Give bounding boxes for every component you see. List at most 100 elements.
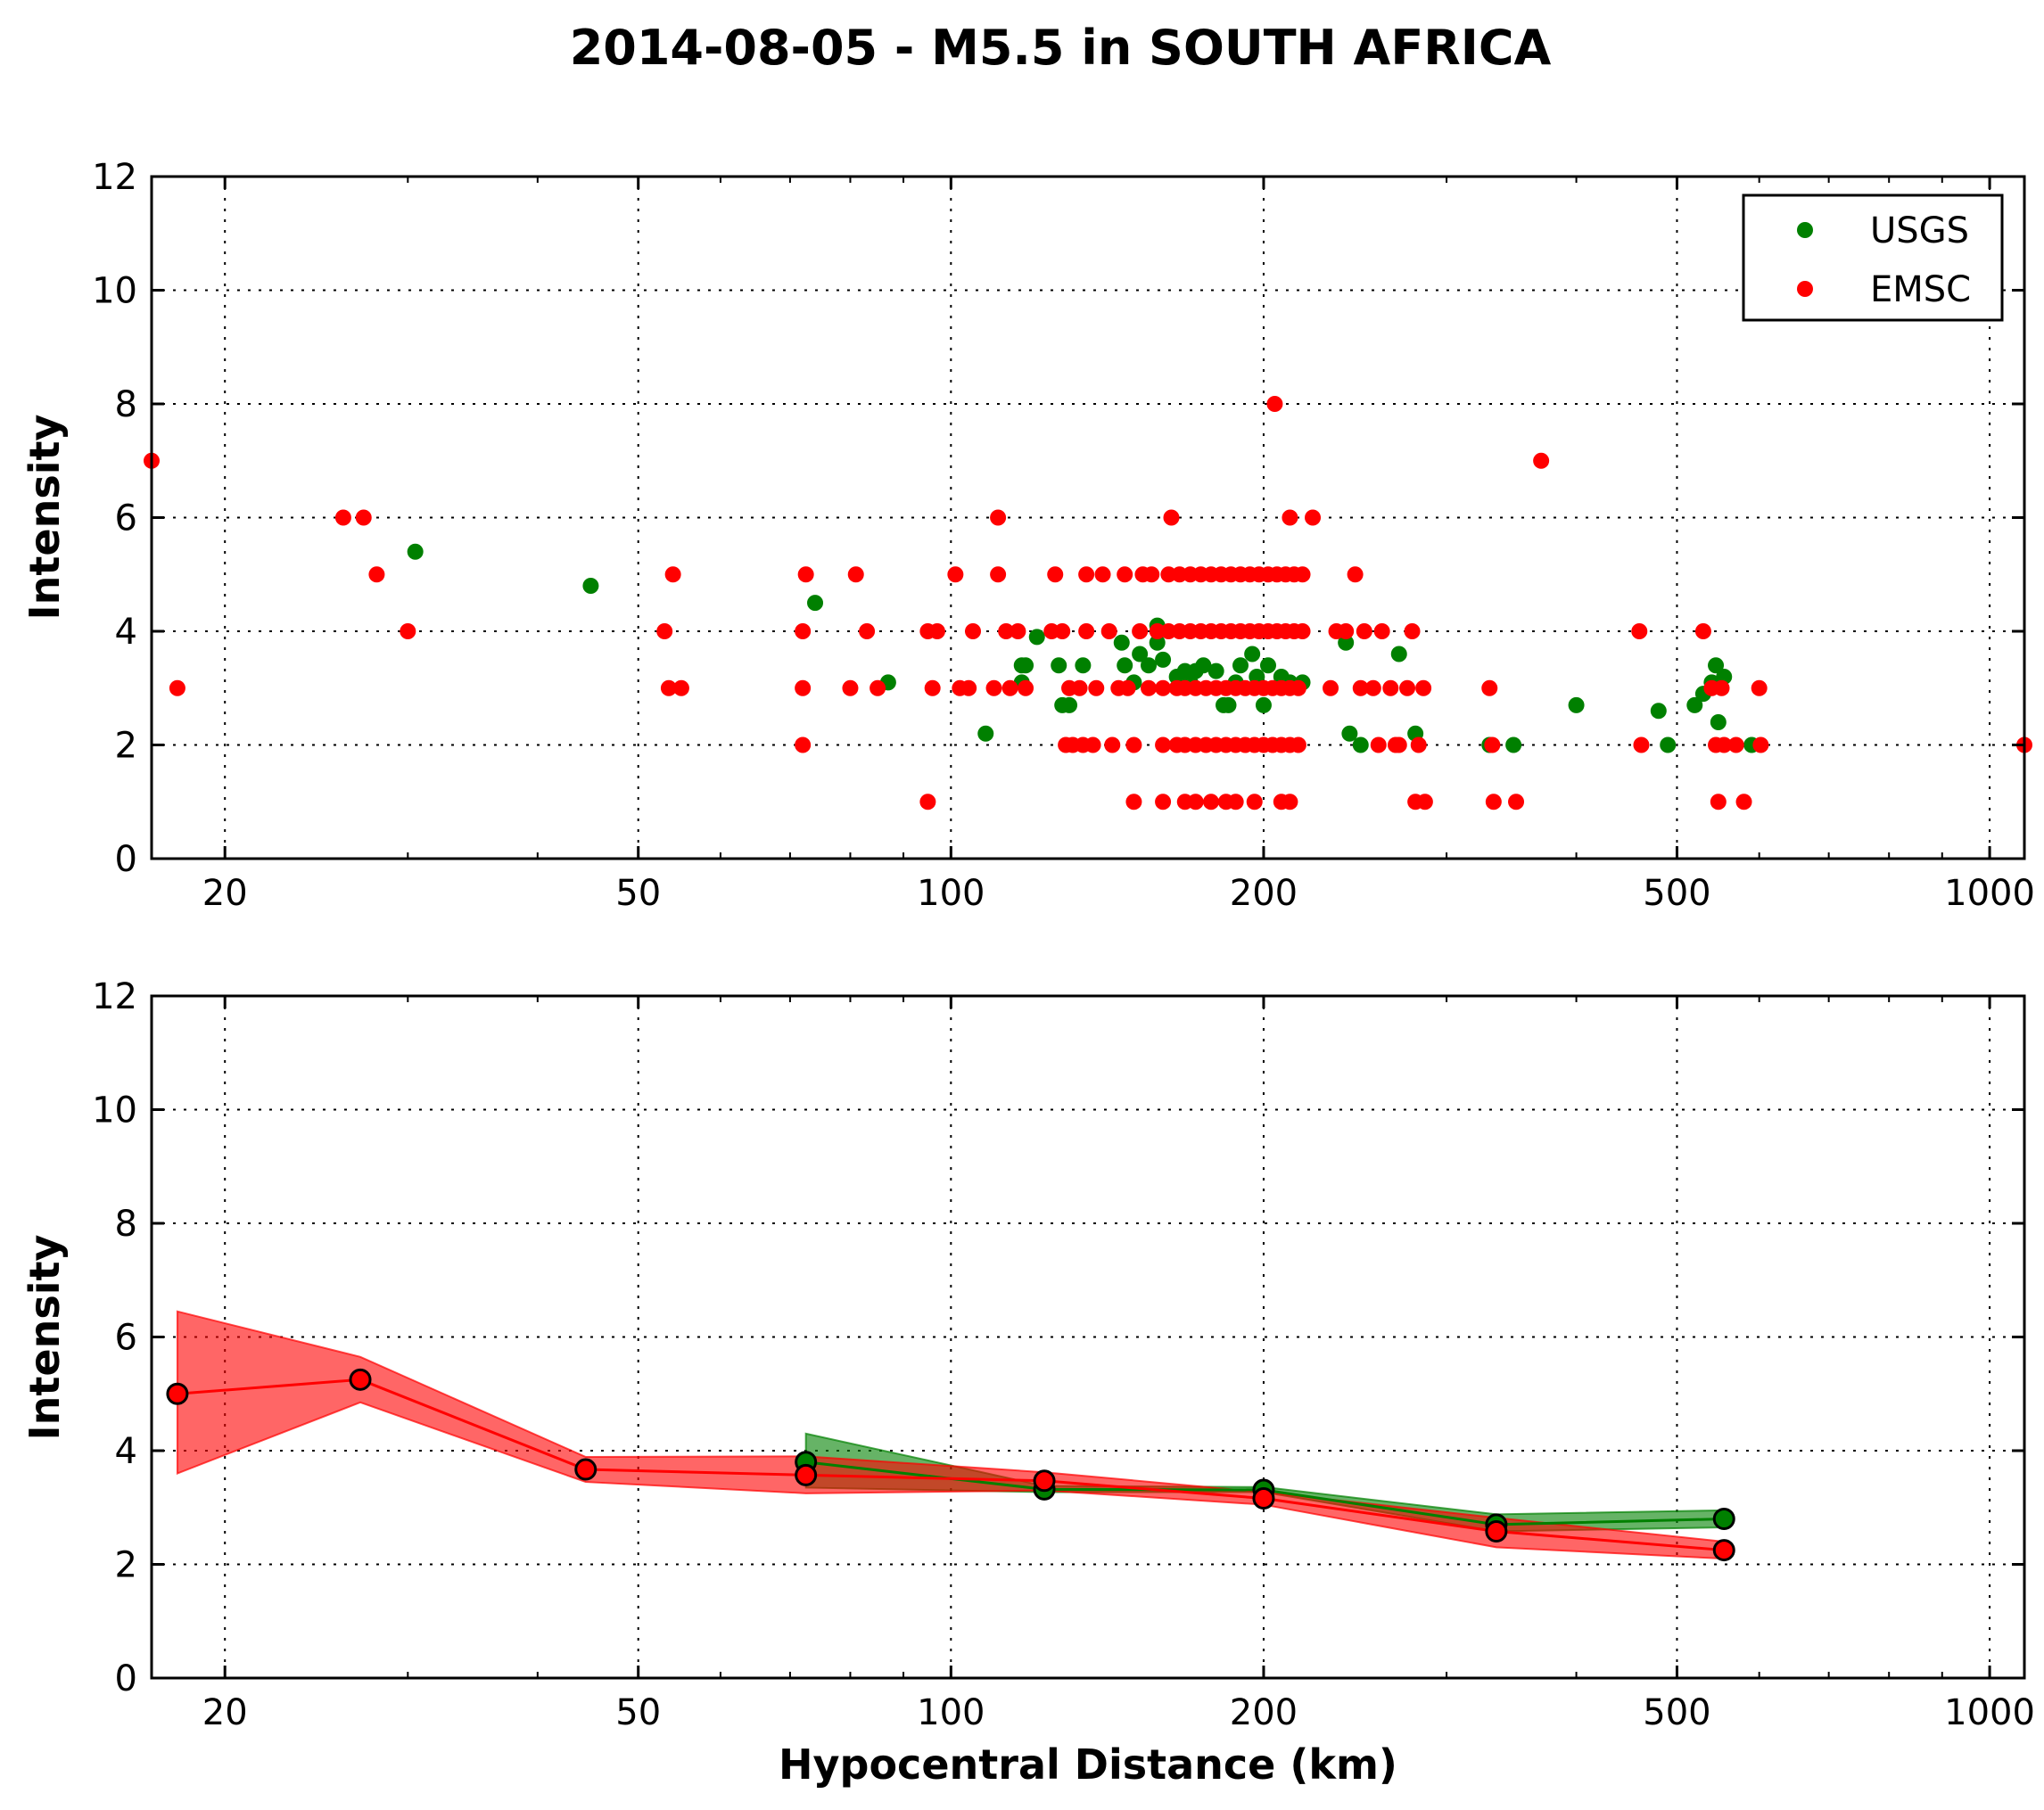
emsc-point: [1294, 623, 1311, 639]
emsc-point: [1141, 679, 1158, 696]
x-axis-label: Hypocentral Distance (km): [779, 1740, 1397, 1789]
emsc-mean-point: [1033, 1469, 1056, 1493]
legend: USGS EMSC: [1742, 193, 2004, 322]
emsc-point: [1290, 736, 1306, 753]
emsc-mean-point: [1252, 1487, 1275, 1510]
bottom-y-tick-label: 0: [115, 1658, 137, 1699]
legend-emsc-marker: [1797, 281, 1813, 297]
emsc-point: [795, 623, 812, 639]
emsc-point: [1633, 736, 1650, 753]
emsc-point: [797, 566, 814, 583]
emsc-point: [1415, 679, 1432, 696]
emsc-point: [1305, 509, 1322, 526]
emsc-point: [664, 566, 681, 583]
emsc-mean-point: [574, 1458, 598, 1481]
top-panel: 20 50 100 200 500 1000 0 2 4 6 8 10 12 Intensity USG…: [21, 157, 2035, 914]
top-points: [144, 396, 2032, 810]
emsc-point: [1266, 396, 1283, 412]
usgs-point: [1155, 651, 1172, 668]
emsc-point: [919, 794, 936, 810]
legend-emsc-label: EMSC: [1870, 269, 1971, 310]
usgs-point: [977, 725, 994, 742]
usgs-point: [1117, 657, 1133, 674]
usgs-point: [1220, 696, 1237, 713]
emsc-point: [795, 679, 812, 696]
emsc-point: [672, 679, 689, 696]
emsc-point: [1078, 566, 1095, 583]
emsc-point: [859, 623, 876, 639]
usgs-point: [1061, 696, 1078, 713]
emsc-point: [1533, 452, 1550, 469]
emsc-point: [1338, 623, 1355, 639]
emsc-point: [368, 566, 385, 583]
emsc-point: [1010, 623, 1026, 639]
emsc-point: [1160, 566, 1177, 583]
top-y-tick-label: 10: [92, 271, 137, 312]
usgs-point: [1075, 657, 1092, 674]
emsc-point: [1282, 794, 1298, 810]
emsc-mean-line: [177, 1378, 1725, 1552]
usgs-point: [1568, 696, 1585, 713]
emsc-mean-point: [1485, 1520, 1508, 1543]
emsc-point: [1347, 566, 1364, 583]
top-x-tick-label: 200: [1230, 873, 1298, 914]
emsc-point: [924, 679, 941, 696]
emsc-point: [1203, 794, 1220, 810]
usgs-point: [1352, 736, 1369, 753]
emsc-point: [1352, 679, 1369, 696]
bottom-y-tick-label: 8: [115, 1204, 137, 1245]
emsc-point: [847, 566, 864, 583]
emsc-point: [1716, 736, 1733, 753]
emsc-point: [928, 623, 945, 639]
emsc-point: [985, 679, 1002, 696]
usgs-point: [1505, 736, 1522, 753]
top-y-tick-label: 2: [115, 726, 137, 767]
top-y-tick-label: 6: [115, 498, 137, 539]
emsc-point: [1018, 679, 1034, 696]
bottom-y-tick-label: 12: [92, 976, 137, 1017]
usgs-point: [582, 578, 599, 594]
emsc-point: [1104, 736, 1121, 753]
emsc-point: [1631, 623, 1648, 639]
usgs-point: [1708, 657, 1725, 674]
bottom-grid: [152, 995, 2024, 1679]
emsc-mean-point: [166, 1382, 189, 1405]
usgs-point: [1338, 634, 1355, 651]
emsc-point: [1163, 509, 1180, 526]
emsc-point: [1370, 736, 1387, 753]
emsc-point: [355, 509, 372, 526]
chart-title: 2014-08-05 - M5.5 in SOUTH AFRICA: [570, 20, 1552, 76]
usgs-point: [1650, 703, 1667, 720]
top-y-tick-label: 0: [115, 839, 137, 880]
bottom-x-tick-label: 200: [1230, 1692, 1298, 1733]
top-x-tick-label: 50: [615, 873, 661, 914]
emsc-point: [1155, 794, 1172, 810]
usgs-point: [1232, 657, 1249, 674]
top-x-tick-label: 100: [917, 873, 985, 914]
emsc-point: [1399, 679, 1416, 696]
top-x-tick-label: 500: [1643, 873, 1710, 914]
emsc-point: [1227, 794, 1244, 810]
top-x-tick-label: 1000: [1944, 873, 2035, 914]
emsc-mean-point: [795, 1463, 818, 1486]
emsc-mean-point: [349, 1368, 372, 1391]
emsc-point: [1382, 679, 1399, 696]
bottom-y-tick-label: 6: [115, 1318, 137, 1359]
usgs-point: [407, 543, 424, 560]
bottom-x-tick-label: 1000: [1944, 1692, 2035, 1733]
usgs-point: [1028, 629, 1045, 646]
emsc-point: [1155, 679, 1172, 696]
usgs-mean-point: [1712, 1508, 1735, 1530]
emsc-point: [400, 623, 416, 639]
top-y-tick-label: 12: [92, 157, 137, 198]
bottom-y-tick-label: 4: [115, 1431, 137, 1472]
emsc-point: [1404, 623, 1421, 639]
bottom-panel: 20 50 100 200 500 1000 0 2 4 6 8 10 12 Intensity Hyp…: [21, 976, 2035, 1789]
usgs-point: [1132, 646, 1149, 662]
emsc-point: [656, 623, 673, 639]
emsc-point: [1710, 794, 1727, 810]
legend-usgs-label: USGS: [1870, 210, 1969, 251]
usgs-point: [1195, 657, 1212, 674]
emsc-point: [990, 509, 1007, 526]
